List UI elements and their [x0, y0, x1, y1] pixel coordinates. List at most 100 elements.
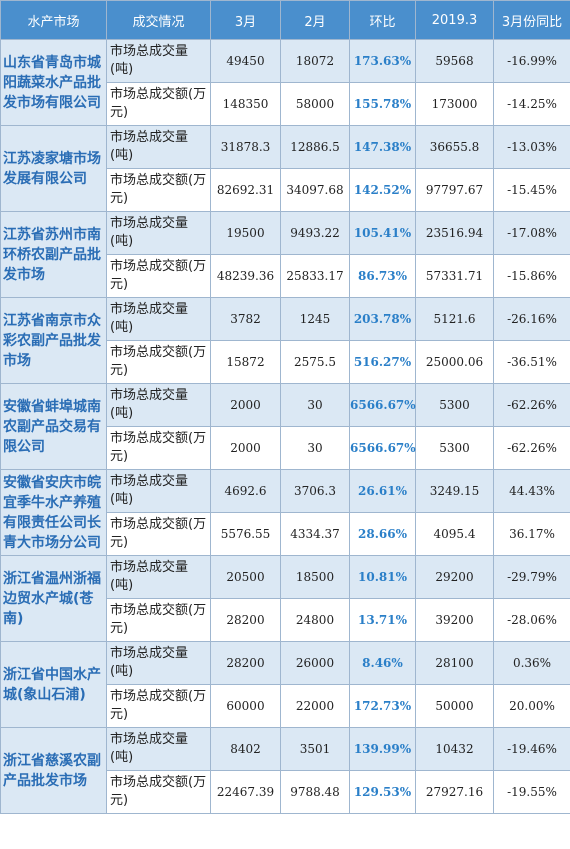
yoy-value: 0.36% [494, 642, 570, 685]
table-row: 江苏省南京市众彩农副产品批发市场 市场总成交量(吨) 3782 1245 203… [1, 298, 570, 341]
march-2019-value: 5300 [416, 384, 494, 427]
mom-value: 173.63% [350, 40, 416, 83]
yoy-value: -15.86% [494, 255, 570, 298]
march-value: 3782 [211, 298, 281, 341]
february-value: 30 [281, 427, 350, 470]
header-march: 3月 [211, 1, 281, 40]
march-value: 19500 [211, 212, 281, 255]
february-value: 30 [281, 384, 350, 427]
march-2019-value: 39200 [416, 599, 494, 642]
february-value: 9493.22 [281, 212, 350, 255]
yoy-value: -16.99% [494, 40, 570, 83]
march-value: 82692.31 [211, 169, 281, 212]
mom-value: 26.61% [350, 470, 416, 513]
table-row: 浙江省温州浙福边贸水产城(苍南) 市场总成交量(吨) 20500 18500 1… [1, 556, 570, 599]
market-name: 江苏省苏州市南环桥农副产品批发市场 [1, 212, 107, 298]
mom-value: 8.46% [350, 642, 416, 685]
metric-label: 市场总成交额(万元) [107, 685, 211, 728]
march-2019-value: 57331.71 [416, 255, 494, 298]
march-value: 148350 [211, 83, 281, 126]
metric-label: 市场总成交额(万元) [107, 513, 211, 556]
mom-value: 10.81% [350, 556, 416, 599]
market-name: 安徽省安庆市皖宜季牛水产养殖有限责任公司长青大市场分公司 [1, 470, 107, 556]
march-2019-value: 25000.06 [416, 341, 494, 384]
march-2019-value: 50000 [416, 685, 494, 728]
march-value: 4692.6 [211, 470, 281, 513]
march-value: 48239.36 [211, 255, 281, 298]
metric-label: 市场总成交量(吨) [107, 40, 211, 83]
market-name: 江苏省南京市众彩农副产品批发市场 [1, 298, 107, 384]
february-value: 26000 [281, 642, 350, 685]
mom-value: 155.78% [350, 83, 416, 126]
february-value: 12886.5 [281, 126, 350, 169]
mom-value: 86.73% [350, 255, 416, 298]
header-february: 2月 [281, 1, 350, 40]
march-2019-value: 4095.4 [416, 513, 494, 556]
header-yoy: 3月份同比 [494, 1, 570, 40]
february-value: 34097.68 [281, 169, 350, 212]
mom-value: 172.73% [350, 685, 416, 728]
yoy-value: -26.16% [494, 298, 570, 341]
february-value: 25833.17 [281, 255, 350, 298]
yoy-value: -62.26% [494, 427, 570, 470]
metric-label: 市场总成交量(吨) [107, 384, 211, 427]
market-name: 安徽省蚌埠城南农副产品交易有限公司 [1, 384, 107, 470]
header-market: 水产市场 [1, 1, 107, 40]
header-trade-status: 成交情况 [107, 1, 211, 40]
yoy-value: -15.45% [494, 169, 570, 212]
market-name: 浙江省中国水产城(象山石浦) [1, 642, 107, 728]
metric-label: 市场总成交额(万元) [107, 599, 211, 642]
mom-value: 13.71% [350, 599, 416, 642]
february-value: 18072 [281, 40, 350, 83]
table-row: 浙江省中国水产城(象山石浦) 市场总成交量(吨) 28200 26000 8.4… [1, 642, 570, 685]
february-value: 1245 [281, 298, 350, 341]
table-row: 江苏省苏州市南环桥农副产品批发市场 市场总成交量(吨) 19500 9493.2… [1, 212, 570, 255]
metric-label: 市场总成交量(吨) [107, 470, 211, 513]
march-2019-value: 5300 [416, 427, 494, 470]
metric-label: 市场总成交量(吨) [107, 126, 211, 169]
table-row: 江苏凌家塘市场发展有限公司 市场总成交量(吨) 31878.3 12886.5 … [1, 126, 570, 169]
march-2019-value: 59568 [416, 40, 494, 83]
metric-label: 市场总成交额(万元) [107, 169, 211, 212]
february-value: 22000 [281, 685, 350, 728]
march-value: 28200 [211, 599, 281, 642]
yoy-value: -36.51% [494, 341, 570, 384]
market-data-table: 水产市场 成交情况 3月 2月 环比 2019.3 3月份同比 山东省青岛市城阳… [0, 0, 570, 814]
february-value: 58000 [281, 83, 350, 126]
mom-value: 28.66% [350, 513, 416, 556]
february-value: 4334.37 [281, 513, 350, 556]
header-mom: 环比 [350, 1, 416, 40]
march-2019-value: 10432 [416, 728, 494, 771]
march-value: 20500 [211, 556, 281, 599]
mom-value: 6566.67% [350, 384, 416, 427]
table-row: 安徽省安庆市皖宜季牛水产养殖有限责任公司长青大市场分公司 市场总成交量(吨) 4… [1, 470, 570, 513]
header-2019-march: 2019.3 [416, 1, 494, 40]
february-value: 24800 [281, 599, 350, 642]
table-row: 山东省青岛市城阳蔬菜水产品批发市场有限公司 市场总成交量(吨) 49450 18… [1, 40, 570, 83]
march-2019-value: 29200 [416, 556, 494, 599]
metric-label: 市场总成交量(吨) [107, 642, 211, 685]
march-2019-value: 27927.16 [416, 771, 494, 814]
market-name: 江苏凌家塘市场发展有限公司 [1, 126, 107, 212]
header-row: 水产市场 成交情况 3月 2月 环比 2019.3 3月份同比 [1, 1, 570, 40]
february-value: 3706.3 [281, 470, 350, 513]
mom-value: 105.41% [350, 212, 416, 255]
march-value: 60000 [211, 685, 281, 728]
metric-label: 市场总成交额(万元) [107, 427, 211, 470]
yoy-value: -13.03% [494, 126, 570, 169]
march-2019-value: 36655.8 [416, 126, 494, 169]
mom-value: 516.27% [350, 341, 416, 384]
march-value: 5576.55 [211, 513, 281, 556]
metric-label: 市场总成交额(万元) [107, 771, 211, 814]
market-name: 浙江省温州浙福边贸水产城(苍南) [1, 556, 107, 642]
metric-label: 市场总成交额(万元) [107, 341, 211, 384]
march-2019-value: 5121.6 [416, 298, 494, 341]
march-value: 49450 [211, 40, 281, 83]
metric-label: 市场总成交量(吨) [107, 728, 211, 771]
february-value: 3501 [281, 728, 350, 771]
yoy-value: 20.00% [494, 685, 570, 728]
market-name: 山东省青岛市城阳蔬菜水产品批发市场有限公司 [1, 40, 107, 126]
yoy-value: -19.46% [494, 728, 570, 771]
march-2019-value: 97797.67 [416, 169, 494, 212]
metric-label: 市场总成交量(吨) [107, 556, 211, 599]
